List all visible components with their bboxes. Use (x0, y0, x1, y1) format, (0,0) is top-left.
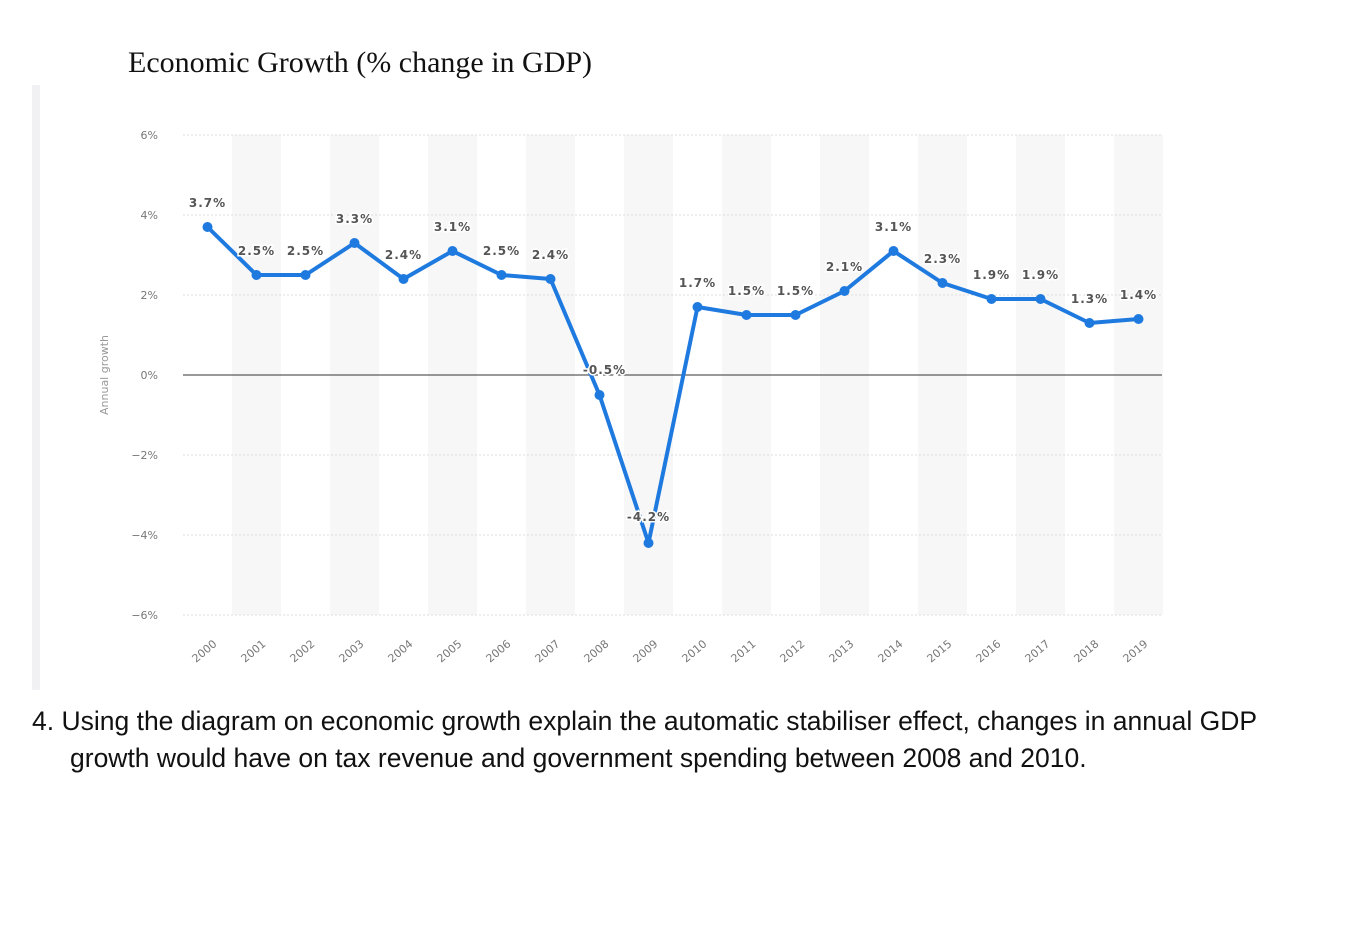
data-point (888, 246, 899, 256)
data-label: 2.5% (238, 244, 275, 258)
data-point (643, 538, 654, 548)
x-tick-label: 2011 (729, 637, 759, 665)
y-tick-label: 4% (141, 209, 158, 222)
data-label: 1.4% (1120, 288, 1157, 302)
data-label: -0.5% (583, 363, 626, 377)
page-title: Economic Growth (% change in GDP) (128, 46, 593, 79)
data-label: 2.5% (287, 244, 324, 258)
data-point (447, 246, 458, 256)
x-tick-label: 2006 (484, 637, 514, 665)
series-line (206, 225, 1139, 545)
data-point (202, 222, 213, 232)
data-label: 3.1% (434, 220, 471, 234)
y-tick-label: −4% (131, 529, 158, 542)
data-point (545, 274, 556, 284)
data-label: 2.1% (826, 260, 863, 274)
data-point (741, 310, 752, 320)
x-tick-label: 2017 (1023, 637, 1053, 665)
data-point (594, 390, 605, 400)
y-tick-label: 2% (141, 289, 158, 302)
x-tick-label: 2000 (190, 637, 220, 665)
x-tick-label: 2013 (827, 637, 857, 665)
data-label: 2.5% (483, 244, 520, 258)
data-point (839, 286, 850, 296)
data-point (251, 270, 262, 280)
data-point (692, 302, 703, 312)
data-point (349, 238, 360, 248)
x-tick-label: 2004 (386, 637, 416, 665)
data-label: 1.5% (728, 284, 765, 298)
data-point (1133, 314, 1144, 324)
data-point (790, 310, 801, 320)
data-point (300, 270, 311, 280)
x-tick-label: 2016 (974, 637, 1004, 665)
data-label: 1.9% (973, 268, 1010, 282)
data-label: 3.3% (336, 212, 373, 226)
data-label: 1.7% (679, 276, 716, 290)
data-label: 3.7% (189, 196, 226, 210)
data-point (986, 294, 997, 304)
x-tick-label: 2019 (1121, 637, 1151, 665)
data-label: 2.4% (385, 248, 422, 262)
y-tick-label: −2% (131, 449, 158, 462)
data-label: 2.3% (924, 252, 961, 266)
x-tick-label: 2003 (337, 637, 367, 665)
data-label: -4.2% (627, 510, 670, 524)
chart-frame-edge (32, 85, 40, 690)
x-tick-label: 2005 (435, 637, 465, 665)
x-tick-label: 2018 (1072, 637, 1102, 665)
y-tick-label: 0% (141, 369, 158, 382)
data-label: 1.9% (1022, 268, 1059, 282)
data-point (1035, 294, 1046, 304)
data-point (496, 270, 507, 280)
question-text: 4. Using the diagram on economic growth … (32, 706, 1257, 773)
data-point (1084, 318, 1095, 328)
y-tick-label: −6% (131, 609, 158, 622)
y-tick-label: 6% (141, 129, 158, 142)
data-label: 2.4% (532, 248, 569, 262)
x-tick-label: 2015 (925, 637, 955, 665)
x-tick-label: 2007 (533, 637, 563, 665)
y-axis-label: Annual growth (98, 335, 111, 415)
x-tick-label: 2009 (631, 637, 661, 665)
data-label: 3.1% (875, 220, 912, 234)
data-label: 1.5% (777, 284, 814, 298)
x-tick-label: 2012 (778, 637, 808, 665)
x-tick-label: 2008 (582, 637, 612, 665)
x-tick-label: 2002 (288, 637, 318, 665)
data-label: 1.3% (1071, 292, 1108, 306)
data-point (398, 274, 409, 284)
data-point (937, 278, 948, 288)
x-tick-label: 2014 (876, 637, 906, 665)
x-tick-label: 2001 (239, 637, 269, 665)
x-tick-label: 2010 (680, 637, 710, 665)
